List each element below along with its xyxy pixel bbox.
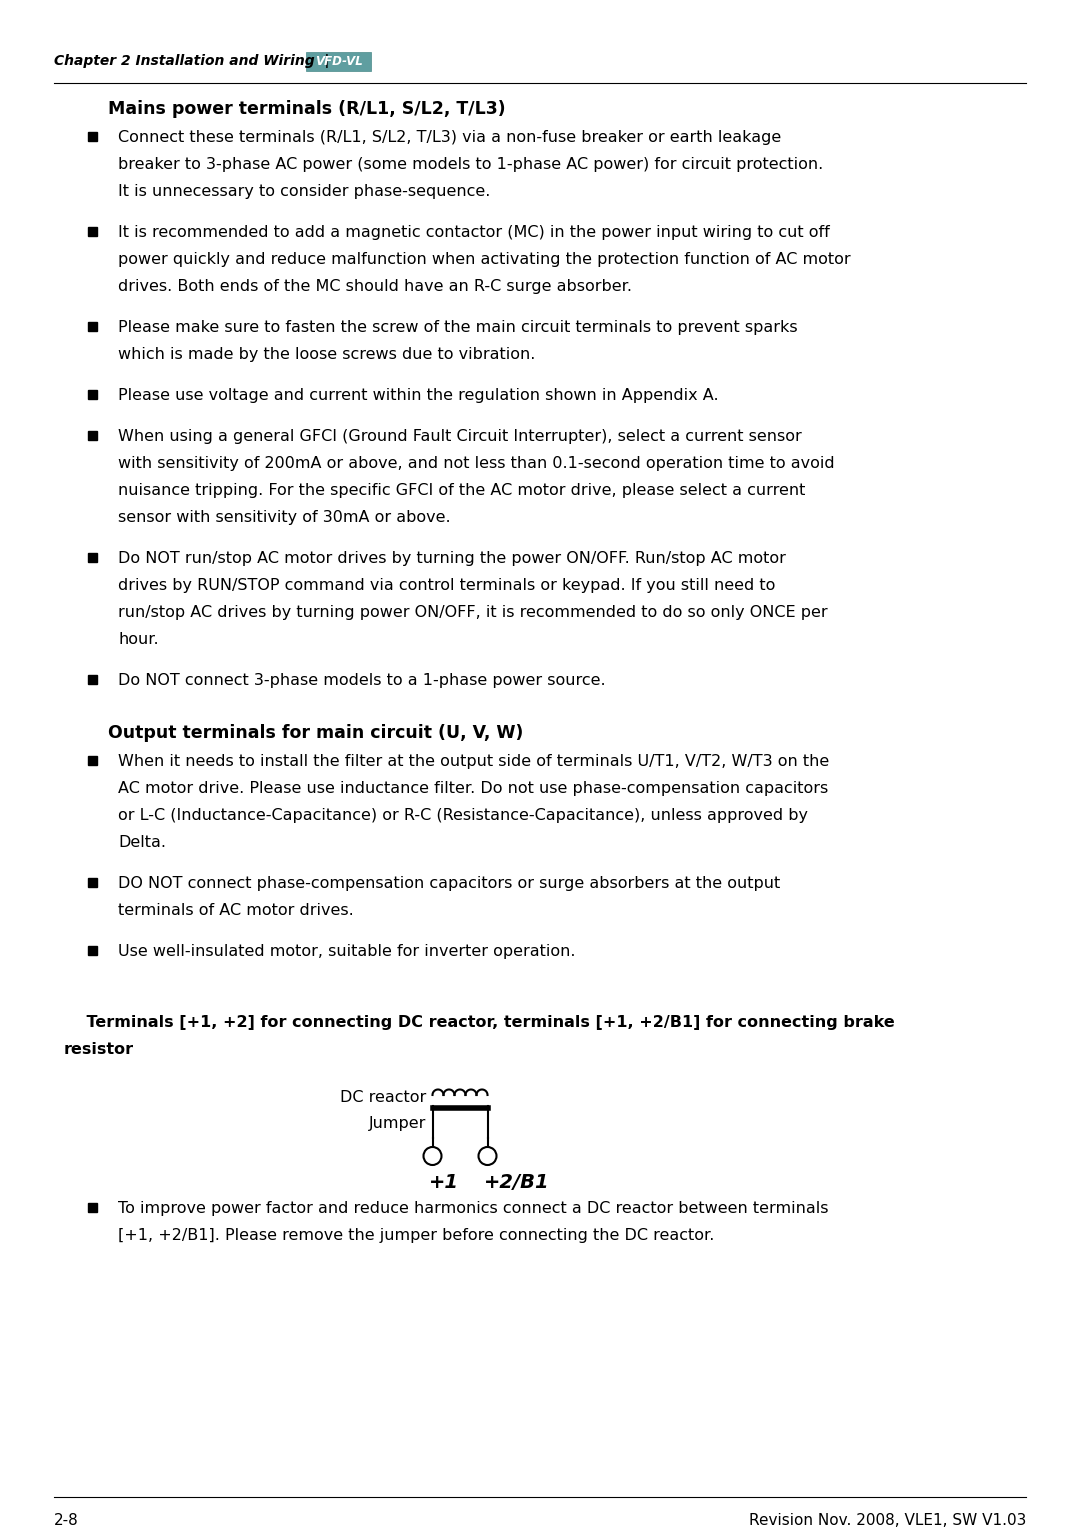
Text: To improve power factor and reduce harmonics connect a DC reactor between termin: To improve power factor and reduce harmo… bbox=[118, 1201, 828, 1216]
Text: [+1, +2/B1]. Please remove the jumper before connecting the DC reactor.: [+1, +2/B1]. Please remove the jumper be… bbox=[118, 1229, 714, 1243]
Text: It is unnecessary to consider phase-sequence.: It is unnecessary to consider phase-sequ… bbox=[118, 184, 490, 199]
Bar bbox=[87, 431, 97, 440]
Circle shape bbox=[423, 1147, 442, 1164]
Bar bbox=[87, 675, 97, 684]
Text: When it needs to install the filter at the output side of terminals U/T1, V/T2, : When it needs to install the filter at t… bbox=[118, 755, 829, 769]
Text: sensor with sensitivity of 30mA or above.: sensor with sensitivity of 30mA or above… bbox=[118, 509, 450, 525]
Text: Do NOT connect 3-phase models to a 1-phase power source.: Do NOT connect 3-phase models to a 1-pha… bbox=[118, 673, 606, 689]
Bar bbox=[87, 756, 97, 765]
Text: run/stop AC drives by turning power ON/OFF, it is recommended to do so only ONCE: run/stop AC drives by turning power ON/O… bbox=[118, 604, 827, 620]
Text: which is made by the loose screws due to vibration.: which is made by the loose screws due to… bbox=[118, 347, 536, 362]
Bar bbox=[87, 552, 97, 561]
Text: DO NOT connect phase-compensation capacitors or surge absorbers at the output: DO NOT connect phase-compensation capaci… bbox=[118, 876, 780, 891]
Text: Do NOT run/stop AC motor drives by turning the power ON/OFF. Run/stop AC motor: Do NOT run/stop AC motor drives by turni… bbox=[118, 551, 786, 566]
Text: +2/B1: +2/B1 bbox=[484, 1174, 549, 1192]
Text: It is recommended to add a magnetic contactor (MC) in the power input wiring to : It is recommended to add a magnetic cont… bbox=[118, 225, 829, 239]
Bar bbox=[87, 946, 97, 956]
Circle shape bbox=[478, 1147, 497, 1164]
Bar bbox=[87, 322, 97, 331]
Text: Connect these terminals (R/L1, S/L2, T/L3) via a non-fuse breaker or earth leaka: Connect these terminals (R/L1, S/L2, T/L… bbox=[118, 130, 781, 146]
Bar bbox=[87, 1203, 97, 1212]
Text: When using a general GFCI (Ground Fault Circuit Interrupter), select a current s: When using a general GFCI (Ground Fault … bbox=[118, 430, 801, 443]
Text: Please make sure to fasten the screw of the main circuit terminals to prevent sp: Please make sure to fasten the screw of … bbox=[118, 321, 798, 334]
Text: Jumper: Jumper bbox=[369, 1117, 427, 1131]
Text: Revision Nov. 2008, VLE1, SW V1.03: Revision Nov. 2008, VLE1, SW V1.03 bbox=[748, 1513, 1026, 1528]
Bar bbox=[87, 132, 97, 141]
Text: Delta.: Delta. bbox=[118, 834, 166, 850]
Text: VFD-VL: VFD-VL bbox=[314, 55, 363, 67]
Text: Chapter 2 Installation and Wiring  |: Chapter 2 Installation and Wiring | bbox=[54, 54, 329, 67]
Text: Please use voltage and current within the regulation shown in Appendix A.: Please use voltage and current within th… bbox=[118, 388, 718, 403]
Text: 2-8: 2-8 bbox=[54, 1513, 79, 1528]
Text: terminals of AC motor drives.: terminals of AC motor drives. bbox=[118, 904, 354, 917]
Text: or L-C (Inductance-Capacitance) or R-C (Resistance-Capacitance), unless approved: or L-C (Inductance-Capacitance) or R-C (… bbox=[118, 808, 808, 824]
Text: hour.: hour. bbox=[118, 632, 159, 647]
Bar bbox=[87, 227, 97, 236]
Bar bbox=[87, 390, 97, 399]
Text: AC motor drive. Please use inductance filter. Do not use phase-compensation capa: AC motor drive. Please use inductance fi… bbox=[118, 781, 828, 796]
Text: power quickly and reduce malfunction when activating the protection function of : power quickly and reduce malfunction whe… bbox=[118, 252, 851, 267]
Text: Use well-insulated motor, suitable for inverter operation.: Use well-insulated motor, suitable for i… bbox=[118, 943, 576, 959]
Text: nuisance tripping. For the specific GFCI of the AC motor drive, please select a : nuisance tripping. For the specific GFCI… bbox=[118, 483, 806, 499]
Text: Output terminals for main circuit (U, V, W): Output terminals for main circuit (U, V,… bbox=[108, 724, 524, 742]
Text: resistor: resistor bbox=[64, 1042, 134, 1057]
FancyBboxPatch shape bbox=[306, 52, 372, 71]
Text: drives by RUN/STOP command via control terminals or keypad. If you still need to: drives by RUN/STOP command via control t… bbox=[118, 578, 775, 594]
Text: drives. Both ends of the MC should have an R-C surge absorber.: drives. Both ends of the MC should have … bbox=[118, 279, 632, 295]
Text: Terminals [+1, +2] for connecting DC reactor, terminals [+1, +2/B1] for connecti: Terminals [+1, +2] for connecting DC rea… bbox=[64, 1016, 894, 1029]
Text: breaker to 3-phase AC power (some models to 1-phase AC power) for circuit protec: breaker to 3-phase AC power (some models… bbox=[118, 156, 823, 172]
Text: DC reactor: DC reactor bbox=[340, 1091, 427, 1104]
Text: +1: +1 bbox=[429, 1174, 459, 1192]
Bar bbox=[87, 877, 97, 887]
Text: Mains power terminals (R/L1, S/L2, T/L3): Mains power terminals (R/L1, S/L2, T/L3) bbox=[108, 100, 505, 118]
Text: with sensitivity of 200mA or above, and not less than 0.1-second operation time : with sensitivity of 200mA or above, and … bbox=[118, 456, 835, 471]
